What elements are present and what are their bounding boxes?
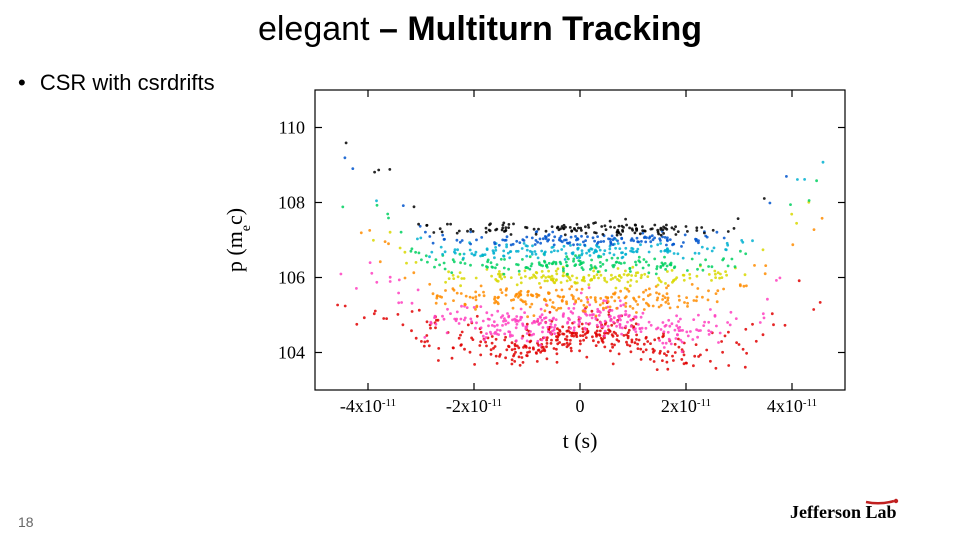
scatter-chart: 104 106 108 110 -4x10-11 -2x10-11 0 2x10-11 4x10… [220, 80, 860, 460]
bullet-text: CSR with csrdrifts [40, 70, 215, 95]
svg-text:108: 108 [278, 193, 305, 213]
svg-text:-2x10-11: -2x10-11 [446, 396, 502, 416]
page-number: 18 [18, 514, 34, 530]
svg-text:2x10-11: 2x10-11 [661, 396, 711, 416]
slide-title: elegant – Multiturn Tracking [0, 10, 960, 49]
chart-container: 104 106 108 110 -4x10-11 -2x10-11 0 2x10-11 4x10… [220, 80, 860, 460]
bullet-csr: CSR with csrdrifts [18, 70, 215, 96]
svg-text:104: 104 [278, 343, 305, 363]
svg-text:4x10-11: 4x10-11 [767, 396, 817, 416]
jefferson-lab-logo: Jefferson Lab [790, 498, 940, 528]
title-rest: Multiturn Tracking [407, 10, 702, 48]
svg-text:Jefferson Lab: Jefferson Lab [790, 502, 897, 522]
svg-text:0: 0 [576, 396, 585, 416]
svg-text:110: 110 [279, 118, 305, 138]
svg-text:-4x10-11: -4x10-11 [340, 396, 396, 416]
title-prefix: elegant [258, 10, 370, 48]
svg-text:p (mec): p (mec) [222, 208, 254, 272]
svg-text:t (s): t (s) [563, 428, 598, 453]
title-connector: – [370, 10, 408, 48]
svg-text:106: 106 [278, 268, 305, 288]
